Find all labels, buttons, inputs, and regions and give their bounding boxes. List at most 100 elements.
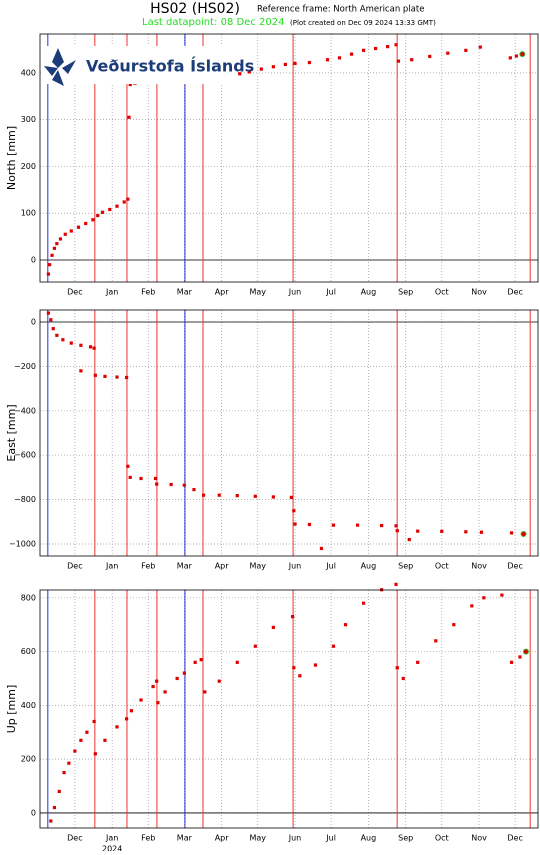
point xyxy=(84,221,88,226)
point xyxy=(401,676,405,681)
point xyxy=(428,54,432,59)
point xyxy=(396,59,401,63)
point xyxy=(153,476,158,481)
point xyxy=(193,660,197,664)
point xyxy=(93,373,97,377)
point xyxy=(253,644,257,648)
point xyxy=(192,488,196,492)
point xyxy=(247,70,251,74)
point xyxy=(49,318,53,322)
x-tick-label: Dec xyxy=(67,834,82,843)
point xyxy=(307,522,312,527)
point xyxy=(139,698,143,702)
point xyxy=(253,494,257,498)
x-tick-label: Apr xyxy=(215,562,230,571)
point xyxy=(108,207,112,212)
point xyxy=(63,232,67,236)
x-tick-label: Feb xyxy=(141,834,155,843)
point xyxy=(57,789,61,794)
point xyxy=(407,537,411,542)
point xyxy=(58,237,63,241)
point xyxy=(349,52,354,56)
y-tick-label: −400 xyxy=(14,406,36,415)
logo-text: Veðurstofa Íslands xyxy=(86,57,254,76)
x-tick-label: Nov xyxy=(471,288,487,297)
logo-icon xyxy=(44,48,76,86)
point xyxy=(509,660,514,664)
point xyxy=(151,684,155,689)
x-tick-label: Mar xyxy=(177,562,193,571)
annotation: 2024 xyxy=(102,845,122,852)
point xyxy=(482,596,486,600)
point xyxy=(217,679,221,683)
last-point xyxy=(520,531,527,538)
point xyxy=(464,48,468,52)
point xyxy=(76,225,81,229)
point xyxy=(440,529,444,533)
point xyxy=(115,204,119,208)
point xyxy=(509,531,514,535)
point xyxy=(103,738,107,742)
y-tick-label: −600 xyxy=(14,451,36,460)
point xyxy=(292,509,296,513)
x-tick-label: Oct xyxy=(435,288,449,297)
point xyxy=(331,644,336,648)
point xyxy=(293,522,297,526)
logo-bg xyxy=(42,46,238,84)
plots: 0 100 200 300 400 Dec Jan Feb Mar Apr May Jun Jul Aug… xyxy=(5,33,539,854)
point xyxy=(155,482,159,486)
point xyxy=(478,45,482,49)
point xyxy=(69,229,73,233)
point xyxy=(394,524,398,528)
point xyxy=(395,529,399,533)
point xyxy=(271,625,275,629)
point xyxy=(235,660,239,664)
y-tick-label: −1000 xyxy=(9,540,36,549)
point xyxy=(355,523,360,527)
point xyxy=(361,601,366,605)
y-tick-label: −800 xyxy=(14,495,36,504)
point xyxy=(127,115,131,119)
x-tick-label: Jul xyxy=(325,834,336,843)
point xyxy=(292,666,296,670)
point xyxy=(100,210,105,214)
point xyxy=(115,725,119,729)
x-tick-label: May xyxy=(249,834,266,843)
point xyxy=(470,604,474,608)
point xyxy=(452,623,456,627)
point xyxy=(291,615,295,619)
point xyxy=(182,483,186,487)
x-tick-label: Aug xyxy=(361,562,377,571)
x-tick-label: Feb xyxy=(141,288,155,297)
point xyxy=(103,374,107,378)
point xyxy=(48,263,52,267)
point xyxy=(85,730,89,734)
x-tick-label: Aug xyxy=(361,288,377,297)
y-tick-label: 300 xyxy=(21,115,36,124)
point xyxy=(508,56,512,60)
point xyxy=(55,242,59,246)
x-tick-label: Dec xyxy=(507,288,522,297)
y-axis-label: East [mm] xyxy=(5,404,18,461)
point xyxy=(125,717,129,721)
y-tick-label: 0 xyxy=(31,317,36,326)
x-tick-label: Jul xyxy=(325,288,336,297)
point xyxy=(500,593,504,597)
created: (Plot created on Dec 09 2024 13:33 GMT) xyxy=(290,19,436,27)
point xyxy=(67,761,71,765)
point xyxy=(380,523,384,528)
subtitle: Reference frame: North American plate xyxy=(257,5,424,15)
point xyxy=(55,333,59,337)
point xyxy=(129,709,134,713)
last-point xyxy=(522,648,529,655)
x-tick-label: Mar xyxy=(177,288,193,297)
point xyxy=(394,43,398,47)
point xyxy=(156,701,160,705)
point xyxy=(69,341,73,345)
x-tick-label: Jan xyxy=(105,834,118,843)
point xyxy=(201,493,206,497)
point xyxy=(283,62,287,67)
point xyxy=(92,719,96,724)
point xyxy=(374,46,378,51)
